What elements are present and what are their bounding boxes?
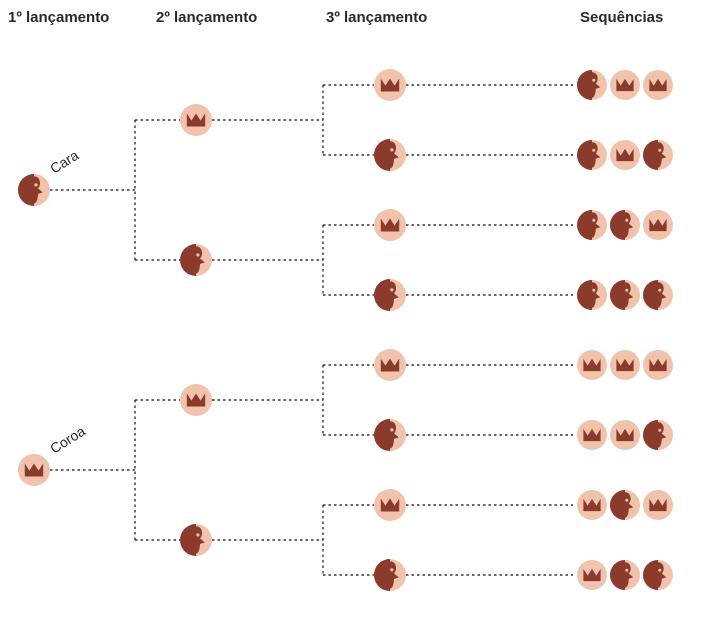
branch-label: Cara (47, 147, 81, 177)
level3-coin (374, 69, 406, 101)
level3-coin (374, 279, 406, 311)
branch-label: Coroa (47, 423, 88, 457)
sequence-coin (577, 350, 607, 380)
sequence-coin (643, 350, 673, 380)
sequence-coin (577, 210, 607, 240)
column-header: 3º lançamento (326, 9, 427, 26)
level2-coin (180, 244, 212, 276)
level2-coin (180, 384, 212, 416)
sequence-coin (610, 280, 640, 310)
column-header: 1º lançamento (8, 9, 109, 26)
column-header: 2º lançamento (156, 9, 257, 26)
sequence-coin (643, 140, 673, 170)
sequence-coin (577, 560, 607, 590)
sequence-coin (577, 420, 607, 450)
sequence-coin (610, 560, 640, 590)
level1-coin (18, 174, 50, 206)
level3-coin (374, 139, 406, 171)
sequence-coin (610, 490, 640, 520)
column-header: Sequências (580, 9, 663, 26)
connectors (50, 85, 573, 575)
sequence-coin (577, 490, 607, 520)
coins (18, 69, 673, 591)
sequence-coin (610, 210, 640, 240)
level3-coin (374, 349, 406, 381)
coin-tree-diagram: 1º lançamento 2º lançamento 3º lançamento S… (0, 0, 702, 626)
sequence-coin (643, 420, 673, 450)
level3-coin (374, 559, 406, 591)
level2-coin (180, 524, 212, 556)
sequence-coin (577, 280, 607, 310)
sequence-coin (643, 490, 673, 520)
sequence-coin (643, 280, 673, 310)
level1-coin (18, 454, 50, 486)
sequence-coin (610, 140, 640, 170)
sequence-coin (643, 70, 673, 100)
sequence-coin (610, 420, 640, 450)
level3-coin (374, 419, 406, 451)
level3-coin (374, 209, 406, 241)
sequence-coin (643, 560, 673, 590)
sequence-coin (610, 350, 640, 380)
level3-coin (374, 489, 406, 521)
sequence-coin (577, 140, 607, 170)
sequence-coin (577, 70, 607, 100)
sequence-coin (610, 70, 640, 100)
sequence-coin (643, 210, 673, 240)
level2-coin (180, 104, 212, 136)
